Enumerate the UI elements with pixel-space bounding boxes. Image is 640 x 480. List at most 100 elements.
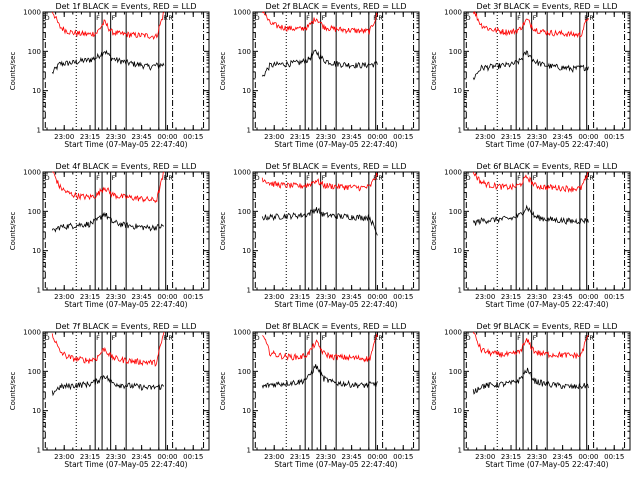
y-tick-label: 1000 (444, 9, 462, 17)
annotation-marker: R (163, 174, 168, 182)
x-tick-label: 23:00 (54, 453, 74, 461)
annotation-marker: D (45, 14, 50, 22)
x-tick-label: 23:00 (475, 453, 495, 461)
events-series-line (261, 207, 378, 236)
annotation-marker: F (96, 334, 100, 342)
y-tick-label: 10 (242, 247, 251, 255)
panel-det-9: Det 9f BLACK = Events, RED = LLD 1 10 100 10… (430, 322, 631, 469)
panel-title: Det 7f BLACK = Events, RED = LLD (55, 322, 196, 331)
annotation-marker: R (589, 334, 594, 342)
annotation-marker: F (517, 334, 521, 342)
y-tick-label: 100 (449, 368, 462, 376)
y-tick-label: 100 (449, 208, 462, 216)
x-tick-label: 00:00 (578, 133, 598, 141)
x-tick-label: 23:45 (342, 293, 362, 301)
x-tick-label: 23:30 (527, 133, 547, 141)
lld-series-line (51, 331, 165, 367)
lld-series-line (472, 331, 589, 359)
panel-det-4: Det 4f BLACK = Events, RED = LLD 1 10 100 10… (9, 162, 210, 309)
x-tick-label: 00:00 (157, 133, 177, 141)
annotation-marker: D (45, 334, 50, 342)
panel-title: Det 6f BLACK = Events, RED = LLD (476, 162, 617, 171)
events-series-line (51, 211, 164, 233)
annotation-marker: R (168, 14, 173, 22)
events-series-line (472, 367, 589, 395)
annotation-marker: F (112, 334, 116, 342)
annotation-marker: F (322, 334, 326, 342)
y-tick-label: 1 (458, 127, 462, 135)
panel-det-7: Det 7f BLACK = Events, RED = LLD 1 10 100 10… (9, 322, 210, 469)
panel-det-6: Det 6f BLACK = Events, RED = LLD 1 10 100 10… (430, 162, 631, 309)
y-axis-label: Counts/sec (9, 52, 17, 91)
x-tick-label: 23:15 (290, 453, 310, 461)
y-tick-label: 1 (458, 447, 462, 455)
lld-series-line (262, 333, 378, 363)
annotation-marker: R (589, 14, 594, 22)
panel-det-2: Det 2f BLACK = Events, RED = LLD 1 10 100 10… (219, 2, 420, 149)
x-tick-label: 00:00 (157, 453, 177, 461)
y-tick-label: 10 (453, 87, 462, 95)
events-series-line (472, 50, 589, 81)
x-tick-label: 23:15 (501, 453, 521, 461)
y-axis-label: Counts/sec (219, 372, 227, 411)
x-axis-label: Start Time (07-May-05 22:47:40) (485, 140, 608, 149)
y-tick-label: 1000 (444, 329, 462, 337)
annotation-marker: R (163, 14, 168, 22)
annotation-marker: F (517, 14, 521, 22)
x-tick-label: 00:15 (183, 453, 203, 461)
y-axis-label: Counts/sec (430, 372, 438, 411)
x-tick-label: 23:30 (316, 453, 336, 461)
x-tick-label: 00:15 (183, 133, 203, 141)
lld-series-line (261, 11, 378, 35)
annotation-marker: D (255, 14, 260, 22)
events-series-line (261, 49, 378, 77)
lld-series-line (472, 171, 589, 194)
x-tick-label: 00:15 (604, 293, 624, 301)
annotation-marker: D (255, 174, 260, 182)
y-tick-label: 1000 (233, 169, 251, 177)
panel-det-3: Det 3f BLACK = Events, RED = LLD 1 10 100 10… (430, 2, 631, 149)
panel-title: Det 3f BLACK = Events, RED = LLD (476, 2, 617, 11)
x-axis-label: Start Time (07-May-05 22:47:40) (485, 460, 608, 469)
x-tick-label: 23:30 (106, 133, 126, 141)
y-axis-label: Counts/sec (430, 52, 438, 91)
x-tick-label: 23:00 (54, 133, 74, 141)
annotation-marker: F (533, 174, 537, 182)
x-tick-label: 23:30 (527, 293, 547, 301)
annotation-marker: F (322, 174, 326, 182)
x-tick-label: 00:15 (183, 293, 203, 301)
y-tick-label: 1 (247, 287, 251, 295)
y-tick-label: 1000 (233, 9, 251, 17)
x-axis-label: Start Time (07-May-05 22:47:40) (64, 300, 187, 309)
y-tick-label: 100 (28, 48, 41, 56)
y-tick-label: 1 (37, 127, 41, 135)
lld-series-line (52, 171, 165, 204)
annotation-marker: F (533, 334, 537, 342)
x-tick-label: 23:45 (132, 133, 152, 141)
y-axis-label: Counts/sec (219, 52, 227, 91)
y-tick-label: 1 (247, 447, 251, 455)
events-series-line (472, 204, 589, 226)
x-tick-label: 00:00 (367, 133, 387, 141)
y-axis-label: Counts/sec (9, 212, 17, 251)
annotation-marker: F (112, 14, 116, 22)
x-axis-label: Start Time (07-May-05 22:47:40) (64, 140, 187, 149)
annotation-marker: F (96, 174, 100, 182)
annotation-marker: R (378, 14, 383, 22)
y-tick-label: 100 (28, 208, 41, 216)
x-tick-label: 00:15 (604, 133, 624, 141)
x-tick-label: 23:15 (290, 293, 310, 301)
y-tick-label: 1 (247, 127, 251, 135)
x-tick-label: 00:15 (604, 453, 624, 461)
lld-series-line (261, 172, 378, 192)
x-tick-label: 23:45 (342, 453, 362, 461)
events-series-line (51, 374, 164, 397)
x-tick-label: 23:30 (316, 293, 336, 301)
x-tick-label: 23:00 (264, 133, 284, 141)
annotation-marker: R (589, 174, 594, 182)
events-series-line (51, 49, 165, 75)
panel-title: Det 1f BLACK = Events, RED = LLD (55, 2, 196, 11)
y-tick-label: 1 (37, 287, 41, 295)
x-tick-label: 00:15 (393, 133, 413, 141)
annotation-marker: F (96, 14, 100, 22)
